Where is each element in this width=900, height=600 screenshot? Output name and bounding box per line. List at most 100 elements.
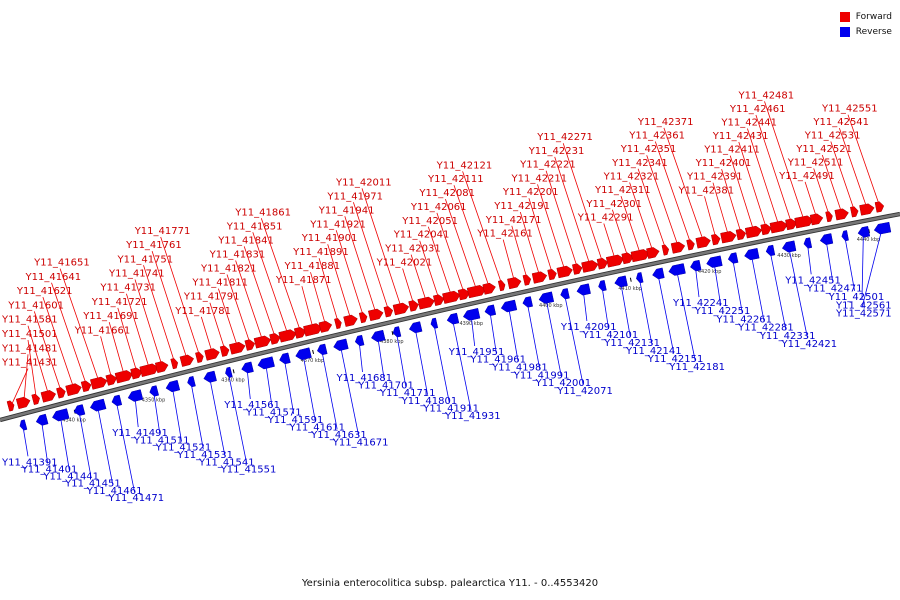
gene-label-y11_41591: Y11_41591	[267, 415, 324, 426]
gene-arrow-y11_41591	[279, 352, 291, 365]
gene-label-y11_42551: Y11_42551	[821, 104, 878, 115]
leader-line	[764, 101, 805, 222]
gene-arrow-y11_42381	[711, 234, 721, 246]
gene-label-y11_42181: Y11_42181	[668, 362, 725, 373]
gene-arrow-y11_42251	[706, 255, 723, 268]
leader-line	[190, 381, 204, 450]
gene-label-y11_42501: Y11_42501	[828, 292, 885, 303]
gene-label-y11_42001: Y11_42001	[535, 378, 592, 389]
gene-arrow-y11_41821	[244, 339, 256, 351]
gene-arrow-y11_42521	[834, 208, 849, 221]
leader-line	[861, 228, 883, 308]
forward-swatch	[839, 11, 850, 22]
leader-line	[676, 269, 696, 362]
leader-line	[847, 114, 881, 207]
leader-line	[629, 182, 654, 253]
tick-label: 4390 kbp	[459, 321, 483, 327]
leader-line	[603, 223, 616, 261]
leader-line	[100, 336, 113, 380]
tick-label: 4410 kbp	[618, 286, 642, 292]
gene-arrow-y11_41581	[40, 390, 57, 403]
leader-line	[302, 354, 316, 422]
gene-label-y11_42241: Y11_42241	[672, 298, 729, 309]
gene-label-y11_41611: Y11_41611	[288, 422, 345, 433]
gene-label-y11_42391: Y11_42391	[686, 172, 743, 183]
gene-arrow-y11_42271	[596, 257, 609, 270]
gene-label-y11_41461: Y11_41461	[86, 486, 143, 497]
gene-label-y11_42211: Y11_42211	[511, 173, 568, 184]
leader-line	[160, 236, 201, 358]
leader-line	[396, 332, 407, 388]
leader-line	[519, 211, 541, 278]
tick-mark	[629, 277, 632, 282]
gene-label-y11_42041: Y11_42041	[393, 230, 450, 241]
gene-label-y11_41501: Y11_41501	[1, 329, 58, 340]
gene-arrow-y11_42021	[408, 300, 419, 312]
map-caption: Yersinia enterocolitica subsp. palearcti…	[301, 578, 599, 589]
gene-arrow-y11_41471	[111, 394, 123, 407]
gene-label-y11_41951: Y11_41951	[448, 347, 505, 358]
gene-label-y11_42251: Y11_42251	[694, 306, 751, 317]
leader-line	[713, 262, 722, 306]
leader-line	[562, 143, 604, 264]
leader-line	[246, 367, 251, 400]
gene-arrow-y11_42391	[720, 231, 737, 244]
leader-line	[134, 396, 139, 428]
gene-arrow-y11_42151	[652, 267, 665, 280]
legend-item-forward: Forward	[839, 9, 892, 24]
gene-label-y11_41971: Y11_41971	[326, 191, 383, 202]
tick-label: 4360 kbp	[221, 377, 245, 383]
gene-label-y11_42131: Y11_42131	[603, 338, 660, 349]
leader-line	[243, 246, 276, 339]
gene-label-y11_42441: Y11_42441	[720, 118, 777, 129]
gene-label-y11_41581: Y11_41581	[1, 315, 58, 326]
gene-arrow-y11_41541	[203, 370, 217, 383]
gene-label-y11_41511: Y11_41511	[133, 435, 190, 446]
gene-arrow-y11_42411	[744, 225, 763, 239]
gene-arrow-y11_42001	[538, 291, 555, 304]
gene-label-y11_42431: Y11_42431	[712, 131, 769, 142]
gene-label-y11_42461: Y11_42461	[729, 104, 786, 115]
gene-arrow-y11_41741	[154, 361, 169, 374]
gene-arrow-y11_42401	[735, 228, 747, 241]
gene-label-y11_42361: Y11_42361	[628, 131, 685, 142]
gene-label-y11_42141: Y11_42141	[625, 346, 682, 357]
leader-line	[694, 266, 700, 298]
leader-line	[358, 340, 363, 373]
leader-line	[283, 358, 295, 414]
gene-label-y11_41661: Y11_41661	[74, 325, 131, 336]
gene-arrow-y11_42051	[442, 290, 461, 304]
leader-line	[51, 282, 88, 386]
leader-line	[41, 420, 49, 464]
gene-label-y11_42481: Y11_42481	[738, 90, 795, 101]
leader-line	[414, 327, 428, 395]
gene-label-y11_42381: Y11_42381	[678, 185, 735, 196]
gene-arrow-y11_41691	[114, 370, 134, 384]
gene-arrow-y11_42551	[874, 201, 885, 213]
gene-arrow-y11_41721	[130, 367, 143, 380]
gene-label-y11_41561: Y11_41561	[223, 400, 280, 411]
leader-line	[638, 277, 653, 345]
leader-line	[310, 272, 327, 327]
gene-label-y11_42471: Y11_42471	[806, 284, 863, 295]
leader-line	[97, 405, 114, 485]
gene-label-y11_41631: Y11_41631	[310, 430, 367, 441]
gene-arrow-y11_41831	[253, 335, 272, 349]
leader-line	[260, 218, 302, 333]
gene-label-y11_41671: Y11_41671	[332, 437, 389, 448]
leader-line	[712, 182, 730, 237]
gene-label-y11_42191: Y11_42191	[493, 201, 550, 212]
gene-label-y11_42101: Y11_42101	[582, 330, 639, 341]
gene-label-y11_42231: Y11_42231	[528, 146, 585, 157]
tick-mark	[868, 229, 870, 234]
gene-label-y11_42271: Y11_42271	[536, 132, 593, 143]
tick-label: 4370 kbp	[301, 358, 325, 364]
gene-arrow-y11_42481	[794, 215, 814, 229]
leader-line	[377, 336, 385, 380]
gene-label-y11_42201: Y11_42201	[502, 187, 559, 198]
leader-line	[410, 254, 428, 303]
leader-line	[729, 155, 755, 232]
gene-arrow-y11_42201	[547, 268, 557, 281]
gene-arrow-y11_42221	[572, 263, 583, 275]
